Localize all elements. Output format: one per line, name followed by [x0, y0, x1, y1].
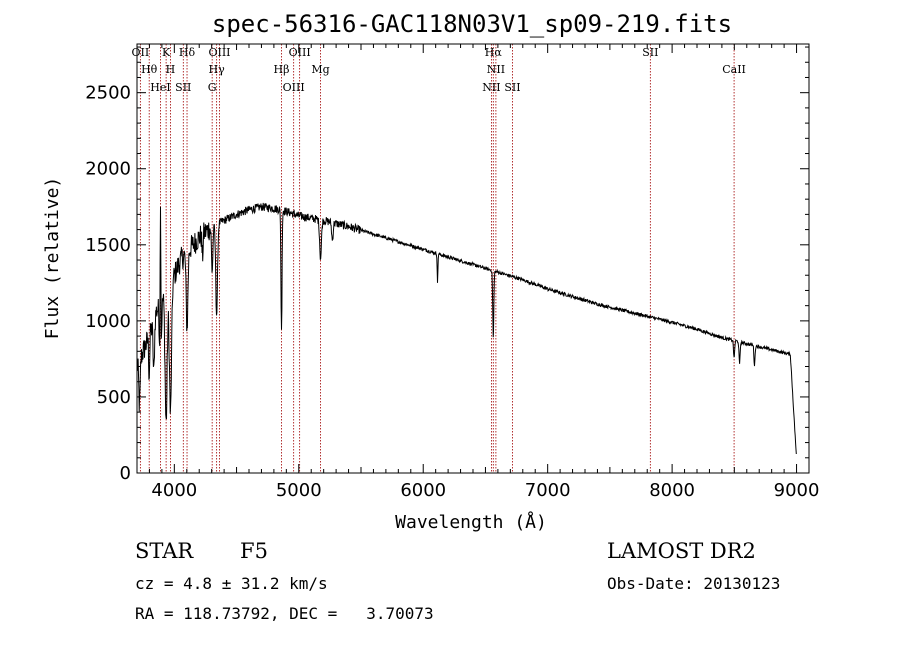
spectral-line-label: HeI: [150, 81, 170, 94]
spectral-line-label: NII: [487, 63, 505, 76]
x-tick-label: 8000: [649, 480, 695, 501]
x-tick-label: 7000: [525, 480, 571, 501]
x-tick-label: 9000: [774, 480, 820, 501]
chart-title: spec-56316-GAC118N03V1_sp09-219.fits: [212, 10, 732, 38]
axis-ticks: 4000 5000 6000 7000 8000 9000 0 500 1000 1500 2000…: [85, 44, 819, 501]
y-tick-label: 1500: [85, 235, 131, 256]
spectral-line-label: OIII: [289, 46, 311, 59]
spectral-line-label: Hδ: [179, 46, 196, 59]
spectral-line-label: Hβ: [274, 63, 290, 76]
spectral-line-label: SII: [642, 46, 658, 59]
velocity-readout: cz = 4.8 ± 31.2 km/s: [135, 574, 328, 593]
object-subclass: F5: [240, 539, 268, 563]
survey-name: LAMOST DR2: [607, 539, 756, 563]
spectral-line-label: NII: [482, 81, 500, 94]
spectral-line-label: Mg: [311, 63, 329, 76]
spectral-line-label: SII: [504, 81, 520, 94]
x-tick-label: 6000: [400, 480, 446, 501]
spectral-line-label: OIII: [283, 81, 305, 94]
spectrum-curve: [136, 202, 797, 455]
spectral-line-label: Hα: [485, 46, 503, 59]
spectral-line-label: G: [208, 81, 217, 94]
x-axis-label: Wavelength (Å): [395, 511, 547, 533]
y-tick-label: 0: [120, 463, 131, 484]
y-tick-label: 2000: [85, 159, 131, 180]
spectral-line-label: K: [162, 46, 171, 59]
spectral-line-label: Hθ: [141, 63, 158, 76]
spectral-line-label: Hγ: [209, 63, 226, 76]
observation-date: Obs-Date: 20130123: [607, 574, 781, 593]
spectral-line-label: OII: [132, 46, 150, 59]
spectral-line-label: SII: [175, 81, 191, 94]
spectral-line-label: CaII: [722, 63, 746, 76]
spectral-line-labels: OIIHθHeIKHSIIHδHγGOIIIHβOIIIOIIIMgNIIHαN…: [132, 46, 746, 94]
x-tick-label: 4000: [151, 480, 197, 501]
y-tick-label: 500: [97, 387, 131, 408]
y-axis-label: Flux (relative): [42, 177, 63, 340]
y-tick-label: 1000: [85, 311, 131, 332]
plot-frame: [136, 43, 810, 474]
coordinates-readout: RA = 118.73792, DEC = 3.70073: [135, 604, 434, 623]
x-tick-label: 5000: [276, 480, 322, 501]
y-tick-label: 2500: [85, 83, 131, 104]
spectral-line-label: H: [166, 63, 176, 76]
spectral-line-label: OIII: [208, 46, 230, 59]
object-type: STAR: [135, 539, 194, 563]
